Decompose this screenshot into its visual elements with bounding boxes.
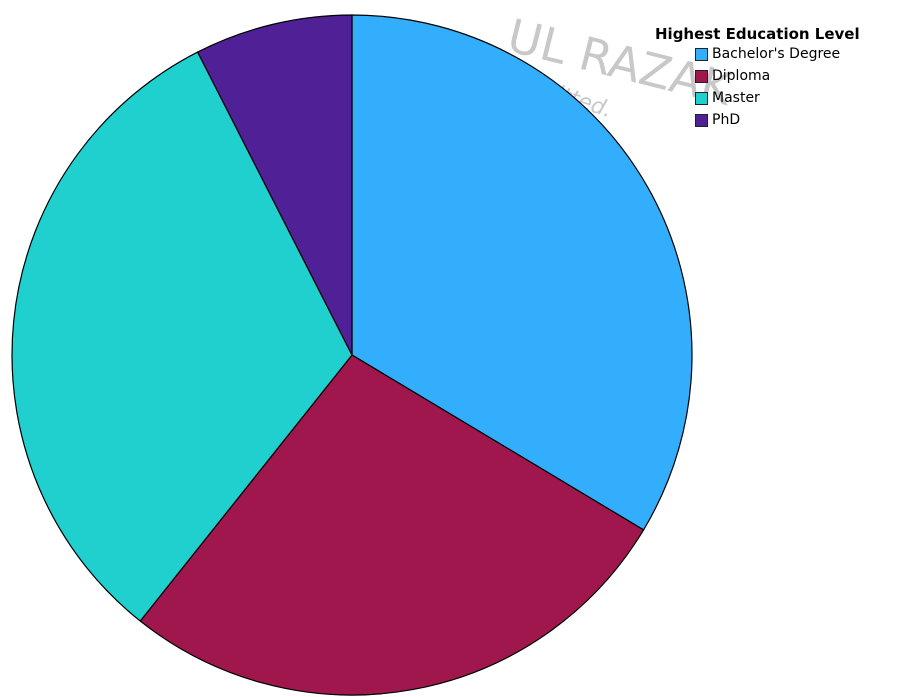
legend-items: Bachelor's Degree Diploma Master PhD xyxy=(655,43,860,131)
pie-slice-phd xyxy=(197,14,353,356)
pie-slice-master xyxy=(11,51,353,622)
legend-item: PhD xyxy=(695,109,860,131)
pie-slices xyxy=(11,14,693,696)
legend-swatch xyxy=(695,47,708,61)
legend-label: Master xyxy=(712,90,760,106)
legend-swatch xyxy=(695,69,708,83)
legend-label: Bachelor's Degree xyxy=(712,46,841,62)
legend-item: Master xyxy=(695,87,860,109)
legend-label: Diploma xyxy=(712,68,771,84)
legend: Highest Education Level Bachelor's Degre… xyxy=(655,25,860,131)
legend-title: Highest Education Level xyxy=(655,25,860,43)
legend-item: Bachelor's Degree xyxy=(695,43,860,65)
legend-label: PhD xyxy=(712,112,741,128)
legend-swatch xyxy=(695,91,708,105)
pie-slice-bachelor-s-degree xyxy=(351,14,693,531)
legend-swatch xyxy=(695,113,708,127)
legend-item: Diploma xyxy=(695,65,860,87)
pie-slice-diploma xyxy=(139,354,645,696)
